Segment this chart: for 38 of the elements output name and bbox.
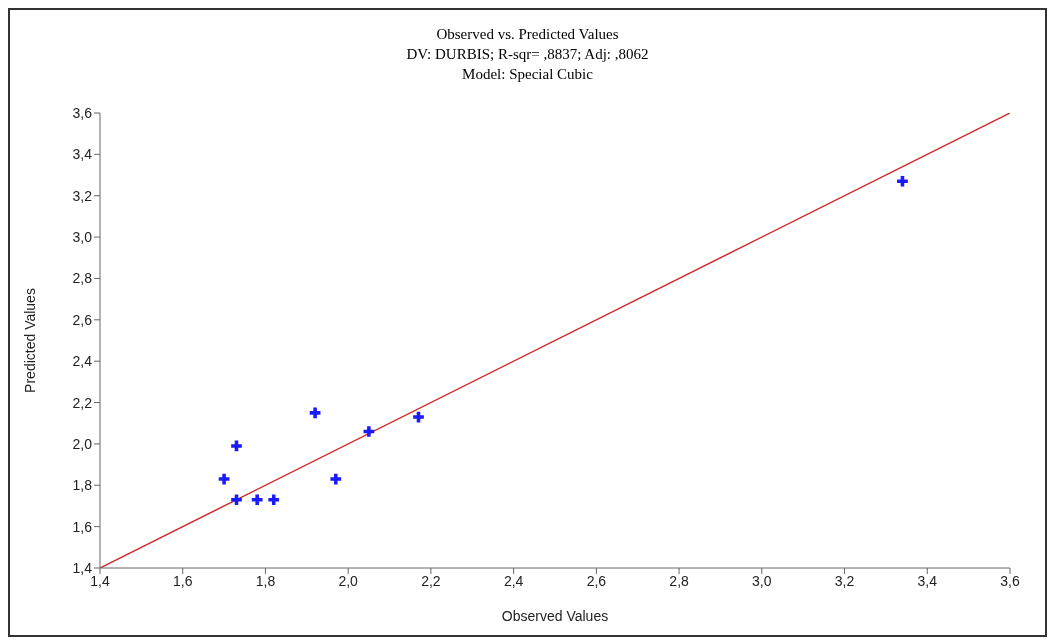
x-tick-label: 1,6 [172, 572, 193, 589]
x-tick-label: 2,8 [669, 572, 690, 589]
point [309, 407, 321, 419]
point [413, 411, 424, 423]
y-tick-label: 2,8 [72, 270, 93, 287]
chart-title: Observed vs. Predicted Values [435, 25, 620, 44]
y-axis-title: Predicted Values [21, 288, 38, 393]
x-tick-label: 2,6 [586, 572, 607, 589]
y-tick-label: 2,0 [72, 435, 93, 452]
x-tick-label: 2,0 [338, 572, 359, 589]
y-tick-label: 3,0 [72, 229, 93, 246]
y-tick-label: 1,8 [72, 477, 93, 494]
point [231, 494, 242, 506]
x-tick-label: 3,4 [917, 572, 938, 589]
y-tick-label: 1,6 [72, 518, 93, 535]
x-tick-label: 3,2 [834, 572, 855, 589]
point [231, 440, 242, 452]
point [897, 175, 908, 187]
point [330, 473, 342, 485]
x-axis-title: Observed Values [501, 608, 609, 624]
point [251, 494, 263, 506]
y-tick-label: 2,4 [72, 353, 93, 370]
y-tick-label: 3,4 [72, 146, 93, 163]
x-tick-label: 3,0 [752, 572, 772, 589]
y-tick-label: 2,2 [72, 394, 93, 411]
y-tick-label: 3,2 [72, 187, 93, 204]
x-tick-label: 1,8 [255, 572, 276, 589]
chart-subtitle: DV: DURBIS; R-sqr= ,8837; Adj: ,8062 Model: Special Cubic [405, 45, 650, 84]
y-tick-label: 3,6 [72, 104, 93, 121]
x-tick-label: 3,6 [1000, 572, 1020, 589]
point [218, 473, 230, 485]
x-tick-label: 2,4 [503, 572, 524, 589]
point [363, 426, 375, 437]
y-tick-label: 1,4 [72, 559, 93, 576]
y-tick-label: 2,6 [72, 311, 93, 328]
x-tick-label: 2,2 [421, 572, 441, 589]
point [268, 494, 280, 506]
x-tick-label: 1,4 [90, 572, 110, 589]
